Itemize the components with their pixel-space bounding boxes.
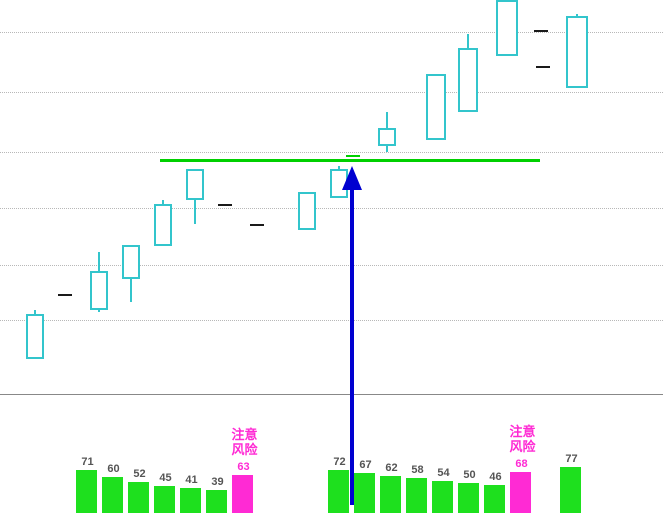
volume-bar-11 <box>432 481 453 513</box>
candle-dash-6 <box>218 204 232 206</box>
volume-bar-3 <box>154 486 175 513</box>
volume-bar-4 <box>180 488 201 513</box>
risk-warning-6: 注意风险 <box>228 427 261 457</box>
candle-body-12 <box>426 74 446 140</box>
candle-body-14 <box>496 0 518 56</box>
grid-line-0 <box>0 32 663 33</box>
candle-dash-10 <box>346 155 360 157</box>
bar-value-10: 58 <box>403 464 432 476</box>
bar-value-14: 68 <box>507 458 536 470</box>
volume-bar-13 <box>484 485 505 513</box>
candle-body-2 <box>90 271 108 310</box>
volume-bar-6 <box>232 475 253 513</box>
bar-value-13: 46 <box>481 471 510 483</box>
bar-value-3: 45 <box>151 472 180 484</box>
bar-value-8: 67 <box>351 459 380 471</box>
candle-body-11 <box>378 128 396 146</box>
candle-dash-1 <box>58 294 72 296</box>
candle-body-4 <box>154 204 172 246</box>
panel-divider <box>0 394 663 395</box>
candle-body-5 <box>186 169 204 200</box>
bar-value-11: 54 <box>429 467 458 479</box>
volume-bar-14 <box>510 472 531 513</box>
bar-value-2: 52 <box>125 468 154 480</box>
candle-body-0 <box>26 314 44 359</box>
volume-bar-12 <box>458 483 479 513</box>
grid-line-1 <box>0 92 663 93</box>
volume-bar-15 <box>560 467 581 513</box>
candle-dash-7 <box>250 224 264 226</box>
grid-line-3 <box>0 208 663 209</box>
bar-value-5: 39 <box>203 476 232 488</box>
candle-dash-15 <box>534 30 548 32</box>
volume-bar-0 <box>76 470 97 513</box>
candle-body-8 <box>298 192 316 230</box>
volume-bar-8 <box>354 473 375 513</box>
grid-line-5 <box>0 320 663 321</box>
bar-value-4: 41 <box>177 474 206 486</box>
volume-bar-2 <box>128 482 149 513</box>
volume-bar-5 <box>206 490 227 513</box>
volume-bar-1 <box>102 477 123 513</box>
candle-body-3 <box>122 245 140 279</box>
arrow-head-icon <box>342 166 362 190</box>
candle-body-13 <box>458 48 478 112</box>
volume-bar-10 <box>406 478 427 513</box>
grid-line-2 <box>0 152 663 153</box>
bar-value-6: 63 <box>229 461 258 473</box>
risk-warning-14: 注意风险 <box>506 424 539 454</box>
bar-value-1: 60 <box>99 463 128 475</box>
bar-value-12: 50 <box>455 469 484 481</box>
bar-value-9: 62 <box>377 462 406 474</box>
arrow-shaft <box>350 188 354 505</box>
stock-chart: 71605245413963注意风险7267625854504668注意风险77 <box>0 0 663 513</box>
candle-dash-16 <box>536 66 550 68</box>
bar-value-15: 77 <box>557 453 586 465</box>
bar-value-0: 71 <box>73 456 102 468</box>
volume-bar-9 <box>380 476 401 513</box>
candle-body-17 <box>566 16 588 88</box>
volume-bar-7 <box>328 470 349 513</box>
support-line <box>160 159 540 162</box>
